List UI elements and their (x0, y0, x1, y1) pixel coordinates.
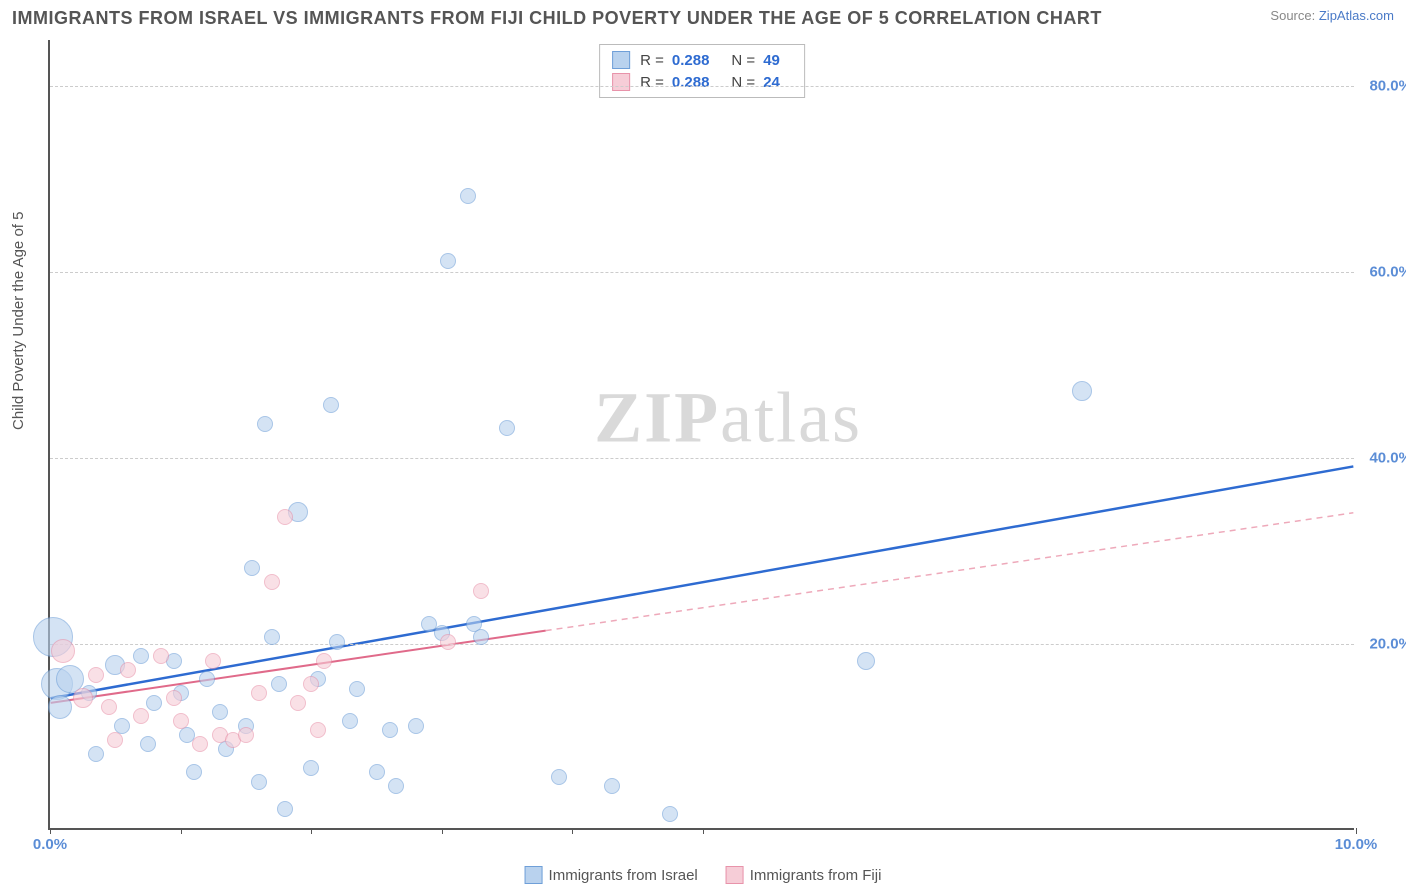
legend-label: Immigrants from Israel (549, 867, 698, 884)
data-point-fiji (290, 695, 306, 711)
r-value-fiji: 0.288 (672, 74, 710, 91)
data-point-fiji (73, 688, 93, 708)
r-value-israel: 0.288 (672, 52, 710, 69)
trend-line-israel (51, 466, 1354, 698)
data-point-israel (369, 764, 385, 780)
data-point-israel (551, 769, 567, 785)
data-point-israel (408, 718, 424, 734)
x-tick-mark (572, 828, 573, 834)
data-point-israel (499, 420, 515, 436)
data-point-fiji (192, 736, 208, 752)
data-point-israel (662, 806, 678, 822)
x-tick-mark (181, 828, 182, 834)
data-point-israel (199, 671, 215, 687)
data-point-israel (186, 764, 202, 780)
data-point-fiji (316, 653, 332, 669)
source-link[interactable]: ZipAtlas.com (1319, 8, 1394, 23)
grid-line (50, 644, 1354, 645)
data-point-israel (146, 695, 162, 711)
y-tick-label: 80.0% (1362, 78, 1406, 95)
data-point-fiji (238, 727, 254, 743)
data-point-israel (251, 774, 267, 790)
grid-line (50, 458, 1354, 459)
data-point-israel (271, 676, 287, 692)
source-attribution: Source: ZipAtlas.com (1270, 8, 1394, 23)
data-point-fiji (133, 708, 149, 724)
chart-title: IMMIGRANTS FROM ISRAEL VS IMMIGRANTS FRO… (12, 8, 1102, 29)
y-tick-label: 40.0% (1362, 450, 1406, 467)
n-value-israel: 49 (763, 52, 780, 69)
data-point-israel (140, 736, 156, 752)
chart-plot-area: ZIPatlas R =0.288N =49R =0.288N =24 20.0… (48, 40, 1354, 830)
data-point-fiji (264, 574, 280, 590)
data-point-israel (329, 634, 345, 650)
data-point-israel (133, 648, 149, 664)
legend-row-israel: R =0.288N =49 (612, 49, 792, 71)
data-point-israel (48, 695, 72, 719)
data-point-fiji (205, 653, 221, 669)
data-point-fiji (440, 634, 456, 650)
x-tick-mark (703, 828, 704, 834)
data-point-israel (388, 778, 404, 794)
data-point-israel (323, 397, 339, 413)
grid-line (50, 272, 1354, 273)
x-tick-label: 10.0% (1335, 836, 1378, 853)
x-tick-label: 0.0% (33, 836, 67, 853)
legend-swatch-israel (612, 51, 630, 69)
data-point-israel (440, 253, 456, 269)
data-point-fiji (153, 648, 169, 664)
data-point-israel (277, 801, 293, 817)
legend-swatch-icon (525, 866, 543, 884)
data-point-israel (473, 629, 489, 645)
data-point-israel (857, 652, 875, 670)
y-tick-label: 20.0% (1362, 636, 1406, 653)
data-point-fiji (166, 690, 182, 706)
data-point-israel (212, 704, 228, 720)
data-point-fiji (101, 699, 117, 715)
legend-label: Immigrants from Fiji (750, 867, 882, 884)
data-point-israel (342, 713, 358, 729)
data-point-israel (257, 416, 273, 432)
x-tick-mark (311, 828, 312, 834)
data-point-israel (604, 778, 620, 794)
trend-line-fiji-dashed (546, 513, 1354, 631)
legend-swatch-fiji (612, 73, 630, 91)
data-point-fiji (173, 713, 189, 729)
data-point-israel (88, 746, 104, 762)
data-point-fiji (473, 583, 489, 599)
data-point-israel (303, 760, 319, 776)
bottom-legend-item-israel: Immigrants from Israel (525, 866, 698, 884)
legend-swatch-icon (726, 866, 744, 884)
y-axis-title: Child Poverty Under the Age of 5 (10, 212, 27, 430)
data-point-israel (1072, 381, 1092, 401)
x-tick-mark (1356, 828, 1357, 834)
data-point-israel (382, 722, 398, 738)
data-point-fiji (277, 509, 293, 525)
data-point-fiji (303, 676, 319, 692)
data-point-fiji (51, 639, 75, 663)
data-point-fiji (120, 662, 136, 678)
legend-row-fiji: R =0.288N =24 (612, 71, 792, 93)
bottom-legend-item-fiji: Immigrants from Fiji (726, 866, 882, 884)
x-tick-mark (442, 828, 443, 834)
series-legend: Immigrants from Israel Immigrants from Fi… (525, 866, 882, 884)
data-point-israel (460, 188, 476, 204)
data-point-israel (244, 560, 260, 576)
n-value-fiji: 24 (763, 74, 780, 91)
correlation-legend: R =0.288N =49R =0.288N =24 (599, 44, 805, 98)
data-point-fiji (310, 722, 326, 738)
data-point-israel (349, 681, 365, 697)
watermark: ZIPatlas (594, 377, 862, 460)
x-tick-mark (50, 828, 51, 834)
data-point-fiji (107, 732, 123, 748)
y-tick-label: 60.0% (1362, 264, 1406, 281)
data-point-fiji (251, 685, 267, 701)
grid-line (50, 86, 1354, 87)
data-point-fiji (88, 667, 104, 683)
data-point-israel (264, 629, 280, 645)
